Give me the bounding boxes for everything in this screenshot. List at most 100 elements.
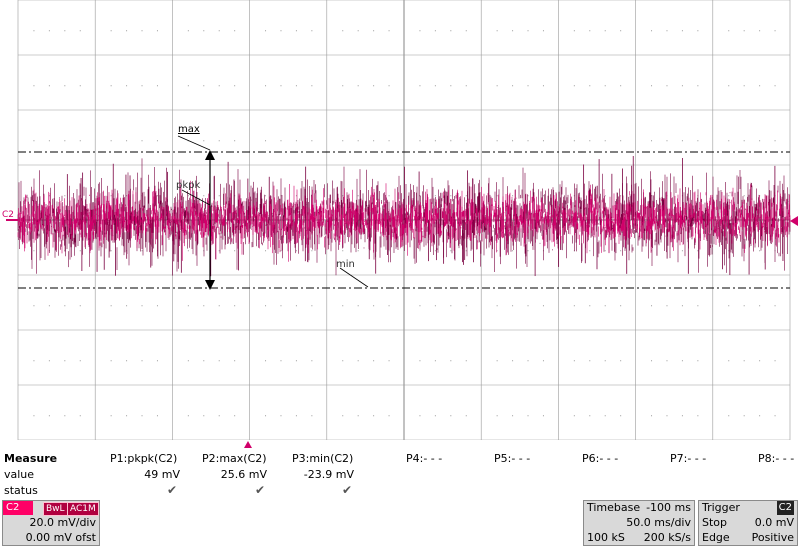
- grid-dot: [234, 305, 236, 307]
- grid-dot: [743, 85, 745, 87]
- grid-dot: [265, 250, 267, 252]
- param-p5-name[interactable]: P5:- - -: [494, 452, 531, 465]
- volts-per-div: 20.0 mV/div: [29, 516, 96, 529]
- measure-value-row-label: value: [4, 468, 35, 481]
- grid-dot: [527, 85, 529, 87]
- grid-dot: [589, 85, 591, 87]
- grid-dot: [33, 250, 35, 252]
- grid-dot: [33, 305, 35, 307]
- grid-dot: [218, 30, 220, 32]
- grid-dot: [419, 360, 421, 362]
- sample-count: 100 kS: [587, 531, 625, 544]
- grid-dot: [311, 305, 313, 307]
- grid-dot: [697, 140, 699, 142]
- grid-dot: [728, 195, 730, 197]
- grid-dot: [64, 360, 66, 362]
- param-p2-name[interactable]: P2:max(C2): [202, 452, 267, 465]
- param-p4-name[interactable]: P4:- - -: [406, 452, 443, 465]
- grid-dot: [218, 195, 220, 197]
- grid-dot: [79, 140, 81, 142]
- grid-dot: [434, 360, 436, 362]
- grid-dot: [373, 140, 375, 142]
- grid-dot: [681, 250, 683, 252]
- trigger-source: C2: [776, 501, 794, 515]
- grid-dot: [156, 305, 158, 307]
- timebase-descriptor[interactable]: Timebase -100 ms 50.0 ms/div 100 kS 200 …: [583, 500, 695, 546]
- grid-dot: [48, 305, 50, 307]
- grid-dot: [110, 140, 112, 142]
- grid-dot: [295, 360, 297, 362]
- param-p7-name[interactable]: P7:- - -: [670, 452, 707, 465]
- grid-dot: [604, 140, 606, 142]
- ground-level-marker[interactable]: [6, 219, 18, 221]
- grid-dot: [234, 360, 236, 362]
- channel-c2-descriptor[interactable]: C2 BwL AC1M 20.0 mV/div 0.00 mV ofst: [2, 500, 100, 546]
- min-leader: [339, 267, 369, 288]
- grid-dot: [604, 250, 606, 252]
- grid-dot: [697, 250, 699, 252]
- grid-dot: [419, 250, 421, 252]
- grid-dot: [48, 360, 50, 362]
- grid-dot: [110, 305, 112, 307]
- sample-rate: 200 kS/s: [643, 531, 691, 544]
- grid-dot: [419, 415, 421, 417]
- grid-dot: [496, 30, 498, 32]
- grid-dot: [110, 30, 112, 32]
- grid-dot: [234, 30, 236, 32]
- grid-dot: [512, 195, 514, 197]
- grid-dot: [218, 250, 220, 252]
- grid-dot: [759, 140, 761, 142]
- grid-dot: [512, 250, 514, 252]
- grid-dot: [280, 30, 282, 32]
- grid-dot: [604, 360, 606, 362]
- grid-dot: [33, 30, 35, 32]
- grid-dot: [681, 140, 683, 142]
- grid-dot: [450, 140, 452, 142]
- grid-dot: [126, 85, 128, 87]
- grid-dot: [187, 250, 189, 252]
- grid-dot: [450, 305, 452, 307]
- grid-dot: [759, 415, 761, 417]
- trigger-descriptor[interactable]: Trigger C2 Stop 0.0 mV Edge Positive: [698, 500, 798, 546]
- grid-dot: [604, 415, 606, 417]
- grid-dot: [774, 85, 776, 87]
- grid-dot: [512, 305, 514, 307]
- grid-dot: [311, 360, 313, 362]
- param-p6-name[interactable]: P6:- - -: [582, 452, 619, 465]
- coupling-tag: AC1M: [67, 502, 99, 516]
- grid-dot: [48, 140, 50, 142]
- grid-dot: [141, 415, 143, 417]
- grid-dot: [666, 415, 668, 417]
- grid-dot: [419, 30, 421, 32]
- waveform-display[interactable]: C2 max pkpk min: [0, 0, 800, 448]
- grid-dot: [280, 305, 282, 307]
- param-p3-name[interactable]: P3:min(C2): [292, 452, 354, 465]
- grid-dot: [774, 140, 776, 142]
- grid-dot: [651, 360, 653, 362]
- trigger-position-marker[interactable]: [244, 441, 252, 448]
- grid-dot: [651, 415, 653, 417]
- grid-dot: [357, 250, 359, 252]
- grid-dot: [311, 85, 313, 87]
- grid-dot: [311, 140, 313, 142]
- grid-dot: [573, 360, 575, 362]
- grid-dot: [743, 140, 745, 142]
- grid-dot: [357, 140, 359, 142]
- grid-dot: [728, 415, 730, 417]
- pkpk-leader: [181, 189, 211, 206]
- grid-dot: [234, 85, 236, 87]
- grid-dot: [342, 305, 344, 307]
- param-p8-name[interactable]: P8:- - -: [758, 452, 795, 465]
- grid-dot: [681, 305, 683, 307]
- trigger-level-marker[interactable]: [790, 216, 798, 226]
- param-p1-name[interactable]: P1:pkpk(C2): [110, 452, 178, 465]
- grid-dot: [589, 415, 591, 417]
- grid-dot: [156, 415, 158, 417]
- grid-dot: [434, 415, 436, 417]
- grid-dot: [527, 360, 529, 362]
- grid-dot: [697, 85, 699, 87]
- grid-dot: [620, 415, 622, 417]
- grid-dot: [79, 415, 81, 417]
- grid-dot: [666, 305, 668, 307]
- grid-dot: [774, 360, 776, 362]
